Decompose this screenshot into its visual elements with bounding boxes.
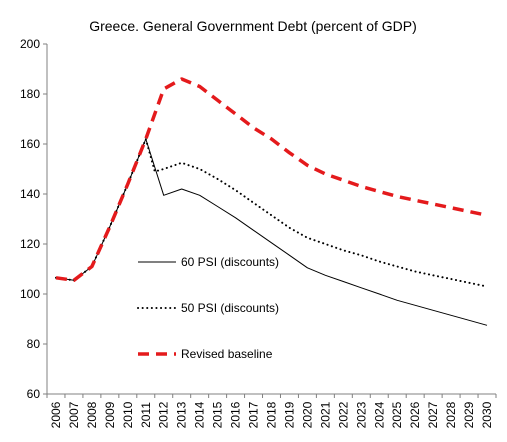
x-tick-label: 2021 — [318, 401, 332, 428]
legend: 60 PSI (discounts) 50 PSI (discounts) Revi… — [137, 255, 279, 361]
x-tick-label: 2009 — [103, 401, 117, 428]
x-tick-label: 2006 — [49, 401, 63, 428]
x-tick-label: 2024 — [372, 401, 386, 428]
x-tick-label: 2011 — [139, 402, 153, 428]
x-tick-label: 2028 — [444, 401, 458, 428]
y-tick-label: 120 — [20, 237, 40, 251]
y-axis: 60 80 100 120 140 160 180 200 — [20, 37, 48, 401]
x-tick-label: 2027 — [426, 401, 440, 428]
x-tick-label: 2007 — [67, 401, 81, 428]
x-tick-label: 2015 — [211, 401, 225, 428]
x-tick-label: 2008 — [85, 401, 99, 428]
x-tick-label: 2014 — [193, 401, 207, 428]
legend-label: Revised baseline — [181, 347, 273, 361]
x-tick-label: 2012 — [157, 401, 171, 428]
x-tick-label: 2013 — [175, 401, 189, 428]
x-tick-label: 2019 — [282, 401, 296, 428]
series-line-solid — [55, 138, 488, 326]
y-tick-label: 80 — [27, 337, 41, 351]
y-tick-label: 180 — [20, 87, 40, 101]
x-tick-label: 2020 — [300, 401, 314, 428]
x-tick-label: 2016 — [229, 401, 243, 428]
series-line-dotted — [55, 138, 488, 288]
series-layer — [55, 77, 488, 326]
x-tick-label: 2029 — [462, 401, 476, 428]
x-tick-label: 2010 — [121, 401, 135, 428]
x-tick-label: 2026 — [408, 401, 422, 428]
x-tick-label: 2030 — [480, 401, 494, 428]
x-tick-label: 2025 — [390, 401, 404, 428]
legend-label: 50 PSI (discounts) — [181, 301, 279, 315]
y-tick-label: 60 — [27, 387, 41, 401]
y-tick-label: 200 — [20, 37, 40, 51]
x-tick-label: 2017 — [247, 401, 261, 428]
y-tick-label: 100 — [20, 287, 40, 301]
series-line-dashed — [55, 77, 488, 283]
y-tick-label: 160 — [20, 137, 40, 151]
x-tick-label: 2023 — [354, 401, 368, 428]
x-axis: 2006 2007 2008 2009 2010 2011 2012 2013 2014 2015… — [46, 393, 497, 428]
x-tick-label: 2022 — [336, 401, 350, 428]
legend-label: 60 PSI (discounts) — [181, 255, 279, 269]
x-tick-label: 2018 — [265, 401, 279, 428]
y-tick-label: 140 — [20, 187, 40, 201]
chart-title: Greece. General Government Debt (percent… — [89, 18, 417, 34]
